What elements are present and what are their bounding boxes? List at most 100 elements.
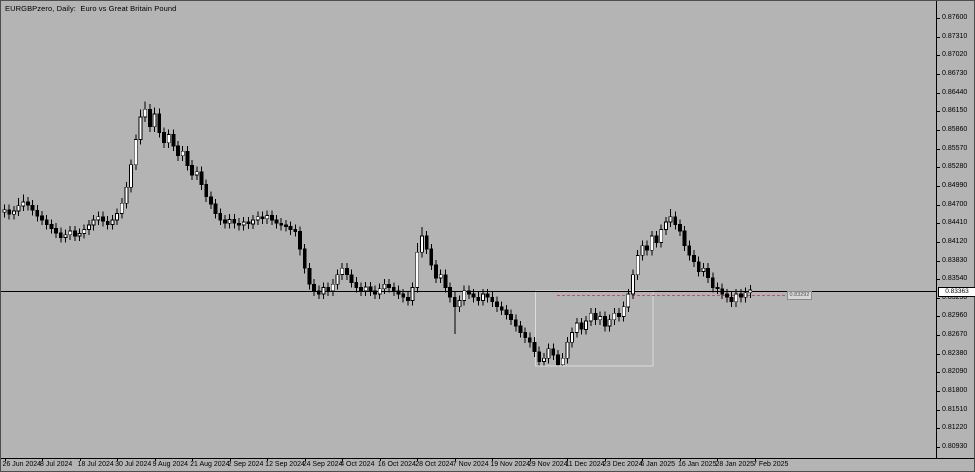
- candle[interactable]: [307, 263, 312, 290]
- candle[interactable]: [274, 214, 279, 229]
- candle[interactable]: [696, 256, 701, 277]
- candle[interactable]: [227, 214, 232, 229]
- candle[interactable]: [391, 282, 396, 296]
- candle[interactable]: [157, 108, 162, 138]
- candle[interactable]: [251, 214, 256, 229]
- candle[interactable]: [119, 198, 124, 219]
- candle[interactable]: [185, 146, 190, 171]
- candle[interactable]: [335, 269, 340, 290]
- candle[interactable]: [237, 218, 241, 231]
- candle[interactable]: [649, 230, 654, 256]
- candle[interactable]: [101, 211, 105, 227]
- candle[interactable]: [607, 314, 612, 332]
- candle[interactable]: [354, 277, 359, 293]
- candle[interactable]: [7, 204, 12, 220]
- candle[interactable]: [701, 263, 706, 277]
- candle[interactable]: [213, 198, 218, 219]
- candle[interactable]: [673, 211, 678, 230]
- candle[interactable]: [420, 227, 424, 258]
- candle[interactable]: [570, 327, 574, 348]
- candle[interactable]: [124, 182, 129, 209]
- candle[interactable]: [443, 269, 448, 293]
- candle[interactable]: [415, 243, 420, 293]
- candle[interactable]: [344, 263, 349, 280]
- candle[interactable]: [739, 288, 743, 303]
- candle[interactable]: [664, 216, 668, 235]
- candle[interactable]: [598, 311, 603, 325]
- candle[interactable]: [293, 224, 298, 237]
- candle[interactable]: [556, 349, 560, 366]
- candle[interactable]: [96, 211, 101, 226]
- candle[interactable]: [265, 210, 270, 224]
- candle[interactable]: [659, 224, 664, 248]
- candle[interactable]: [485, 288, 490, 303]
- candle[interactable]: [678, 219, 682, 237]
- candle[interactable]: [645, 240, 649, 256]
- candle[interactable]: [603, 311, 607, 332]
- candle[interactable]: [166, 129, 171, 148]
- candle[interactable]: [283, 220, 288, 232]
- candle[interactable]: [298, 226, 302, 256]
- candle[interactable]: [574, 317, 579, 338]
- candle[interactable]: [725, 288, 729, 303]
- candle[interactable]: [410, 282, 415, 306]
- candle[interactable]: [626, 288, 631, 312]
- candle[interactable]: [434, 259, 438, 283]
- candle[interactable]: [729, 292, 734, 307]
- candle[interactable]: [44, 214, 49, 230]
- candle[interactable]: [147, 104, 152, 132]
- candle[interactable]: [743, 287, 748, 303]
- candle[interactable]: [49, 219, 54, 234]
- candle[interactable]: [326, 282, 331, 296]
- candle[interactable]: [133, 134, 138, 170]
- candle[interactable]: [143, 101, 148, 123]
- candle[interactable]: [401, 288, 406, 303]
- candle[interactable]: [565, 337, 570, 364]
- candle[interactable]: [513, 314, 518, 332]
- candle[interactable]: [40, 211, 44, 226]
- candle[interactable]: [546, 343, 551, 364]
- rectangle-annotation[interactable]: [535, 290, 654, 367]
- candle[interactable]: [129, 159, 134, 193]
- candle[interactable]: [152, 107, 157, 132]
- candle[interactable]: [734, 288, 739, 307]
- candle[interactable]: [115, 208, 119, 226]
- candle[interactable]: [2, 204, 7, 218]
- candle[interactable]: [396, 285, 401, 300]
- candle[interactable]: [180, 146, 185, 161]
- candle[interactable]: [232, 214, 237, 229]
- candle[interactable]: [621, 301, 626, 322]
- candle[interactable]: [588, 308, 593, 327]
- candle[interactable]: [241, 216, 246, 231]
- candle[interactable]: [405, 292, 410, 306]
- candle[interactable]: [527, 332, 532, 348]
- candle[interactable]: [105, 216, 110, 230]
- candle[interactable]: [176, 140, 181, 161]
- candle[interactable]: [77, 228, 82, 242]
- candle[interactable]: [190, 160, 195, 181]
- candle[interactable]: [462, 285, 467, 306]
- candle[interactable]: [654, 230, 659, 248]
- candle[interactable]: [11, 205, 16, 220]
- candle[interactable]: [682, 225, 687, 251]
- candle[interactable]: [471, 288, 476, 303]
- candle[interactable]: [490, 292, 495, 307]
- candle[interactable]: [706, 263, 710, 283]
- candle[interactable]: [312, 279, 317, 296]
- candle[interactable]: [368, 281, 373, 296]
- candle[interactable]: [542, 353, 546, 366]
- candle[interactable]: [687, 240, 692, 261]
- candle[interactable]: [387, 279, 392, 293]
- candle[interactable]: [438, 269, 443, 284]
- candle[interactable]: [579, 317, 584, 335]
- candle[interactable]: [457, 295, 462, 312]
- candle[interactable]: [382, 279, 387, 294]
- candle[interactable]: [91, 214, 96, 231]
- candle[interactable]: [269, 210, 274, 226]
- candle[interactable]: [518, 321, 523, 338]
- candle[interactable]: [429, 243, 434, 271]
- candle[interactable]: [715, 282, 720, 294]
- candle[interactable]: [21, 194, 26, 211]
- candle[interactable]: [424, 230, 429, 255]
- candle[interactable]: [448, 282, 453, 303]
